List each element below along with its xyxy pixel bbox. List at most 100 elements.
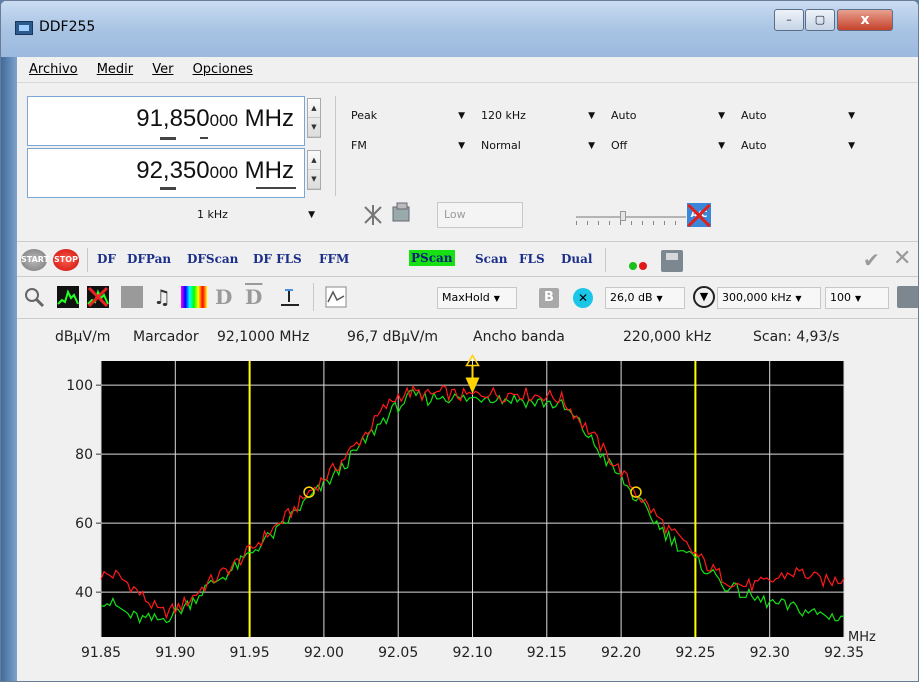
title-bar[interactable]: DDF255 – ▢ x — [1, 1, 918, 57]
span-icon[interactable]: ▼ — [693, 286, 715, 308]
x-tick-label: 92.25 — [675, 645, 715, 661]
mode-toolbar: START STOP DF DFPan DFScan DF FLS FFM PS… — [17, 241, 918, 277]
bandwidth-point-marker[interactable] — [630, 486, 642, 498]
squelch-icon[interactable] — [361, 203, 385, 227]
x-tick-label: 92.05 — [378, 645, 418, 661]
d-bar-icon[interactable]: D — [245, 285, 263, 309]
x-tick-label: 92.35 — [824, 645, 864, 661]
save-trace-icon[interactable] — [897, 286, 918, 308]
y-tick-label: 100 — [66, 378, 93, 394]
spin-up-icon[interactable]: ▲ — [308, 151, 320, 170]
menu-bar: Archivo Medir Ver Opciones — [17, 57, 918, 83]
slider-thumb[interactable] — [620, 211, 626, 221]
attenuation-select[interactable]: Auto ▼ — [735, 105, 861, 127]
x-tick-label: 91.95 — [230, 645, 270, 661]
audio-icon[interactable]: ♫ — [153, 285, 171, 309]
menu-opciones[interactable]: Opciones — [192, 62, 253, 77]
spectrum-chart[interactable]: 100 80 60 40 91.85 91.90 91.95 92.00 92.05 92.10 9… — [17, 351, 919, 682]
minimize-button[interactable]: – — [774, 9, 804, 31]
display-toolbar: ♫ D D MaxHold ▼ B ✕ 26,0 dB ▼ ▼ 300,000 kH… — [17, 277, 918, 319]
cancel-icon[interactable]: ✕ — [893, 246, 912, 271]
marker-triangle-icon[interactable] — [465, 377, 480, 394]
y-tick-label: 40 — [75, 585, 93, 601]
waterfall-color-icon[interactable] — [181, 286, 207, 308]
app-icon — [15, 21, 33, 35]
mode-df-button[interactable]: DF — [97, 252, 116, 266]
b-icon[interactable]: B — [539, 288, 559, 308]
stop-button[interactable]: STOP — [53, 249, 79, 271]
mode-ffm-button[interactable]: FFM — [319, 252, 350, 266]
save-icon[interactable] — [661, 250, 683, 272]
mode-scan-button[interactable]: Scan — [475, 252, 508, 266]
trace-mode-select[interactable]: MaxHold ▼ — [437, 287, 517, 309]
mute-ab-icon[interactable]: A/C — [687, 203, 711, 227]
start-button[interactable]: START — [21, 249, 49, 271]
volume-slider[interactable] — [576, 211, 686, 225]
trace-maxhold — [100, 384, 845, 620]
bandwidth-select[interactable]: 120 kHz ▼ — [475, 105, 601, 127]
spin-up-icon[interactable]: ▲ — [308, 99, 320, 118]
unit-underline — [256, 187, 296, 189]
unit-label: dBµV/m — [55, 329, 111, 345]
y-tick-label: 60 — [75, 516, 93, 532]
separator — [313, 283, 314, 311]
antenna-icon[interactable] — [279, 286, 301, 308]
digit-cursor-major — [160, 187, 176, 190]
level-field[interactable]: Low — [437, 202, 523, 228]
bandwidth-value: 220,000 kHz — [623, 329, 712, 345]
mode-pscan-button[interactable]: PScan — [409, 250, 455, 266]
mode-dual-button[interactable]: Dual — [561, 252, 593, 266]
slider-track — [576, 216, 686, 218]
digit-cursor-major — [160, 137, 176, 140]
mode-dffls-button[interactable]: DF FLS — [253, 252, 302, 266]
start-frequency-spinner[interactable]: ▲ ▼ — [307, 98, 321, 138]
x-tick-label: 91.85 — [81, 645, 121, 661]
bandwidth-point-marker[interactable] — [303, 486, 315, 498]
trace-clearwrite — [100, 389, 845, 625]
spectrum-icon[interactable] — [57, 286, 79, 308]
maximize-button[interactable]: ▢ — [805, 9, 835, 31]
demodulation-select[interactable]: FM ▼ — [345, 135, 471, 157]
record-icon[interactable] — [629, 255, 653, 270]
stop-frequency-field[interactable]: 92,350000 MHz — [27, 148, 305, 198]
marker-label: Marcador — [133, 329, 199, 345]
mode-fls-button[interactable]: FLS — [519, 252, 545, 266]
scan-rate: Scan: 4,93/s — [753, 329, 840, 345]
d-icon[interactable]: D — [215, 285, 233, 309]
gain-select[interactable]: Auto ▼ — [605, 105, 731, 127]
menu-ver[interactable]: Ver — [152, 62, 174, 77]
span-select[interactable]: 300,000 kHz ▼ — [717, 287, 821, 309]
afc-select[interactable]: Auto ▼ — [735, 135, 861, 157]
mode-dfpan-button[interactable]: DFPan — [127, 252, 172, 266]
step-select[interactable]: 1 kHz ▼ — [191, 204, 321, 226]
range-select[interactable]: 100 ▼ — [825, 287, 889, 309]
menu-archivo[interactable]: Archivo — [29, 62, 78, 77]
spectrum-chart-svg[interactable]: 100 80 60 40 91.85 91.90 91.95 92.00 92.05 92.10 9… — [17, 351, 919, 682]
speaker-icon[interactable] — [389, 201, 419, 229]
zoom-icon[interactable] — [23, 286, 45, 308]
menu-medir[interactable]: Medir — [96, 62, 134, 77]
waterfall-gray-icon[interactable] — [121, 286, 143, 308]
marker-level: 96,7 dBµV/m — [347, 329, 438, 345]
stop-frequency-main: 92,350 — [136, 157, 210, 184]
detector-select[interactable]: Peak ▼ — [345, 105, 471, 127]
squelch-select[interactable]: Off ▼ — [605, 135, 731, 157]
trace-icon[interactable] — [325, 286, 347, 308]
window-left-border — [1, 57, 17, 681]
spectrum-off-icon[interactable] — [87, 286, 109, 308]
mode-select[interactable]: Normal ▼ — [475, 135, 601, 157]
mode-dfscan-button[interactable]: DFScan — [187, 252, 239, 266]
spin-down-icon[interactable]: ▼ — [308, 118, 320, 137]
spin-down-icon[interactable]: ▼ — [308, 170, 320, 189]
ref-level-select[interactable]: 26,0 dB ▼ — [605, 287, 685, 309]
check-icon[interactable]: ✔ — [863, 248, 880, 272]
stop-frequency-spinner[interactable]: ▲ ▼ — [307, 150, 321, 190]
x-tick-label: 92.15 — [527, 645, 567, 661]
close-button[interactable]: x — [837, 9, 893, 31]
y-tick-label: 80 — [75, 447, 93, 463]
start-frequency-field[interactable]: 91,850000 MHz — [27, 96, 305, 146]
clear-icon[interactable]: ✕ — [573, 288, 593, 308]
start-frequency-value: 91,850000 MHz — [136, 105, 294, 133]
separator — [605, 248, 606, 272]
